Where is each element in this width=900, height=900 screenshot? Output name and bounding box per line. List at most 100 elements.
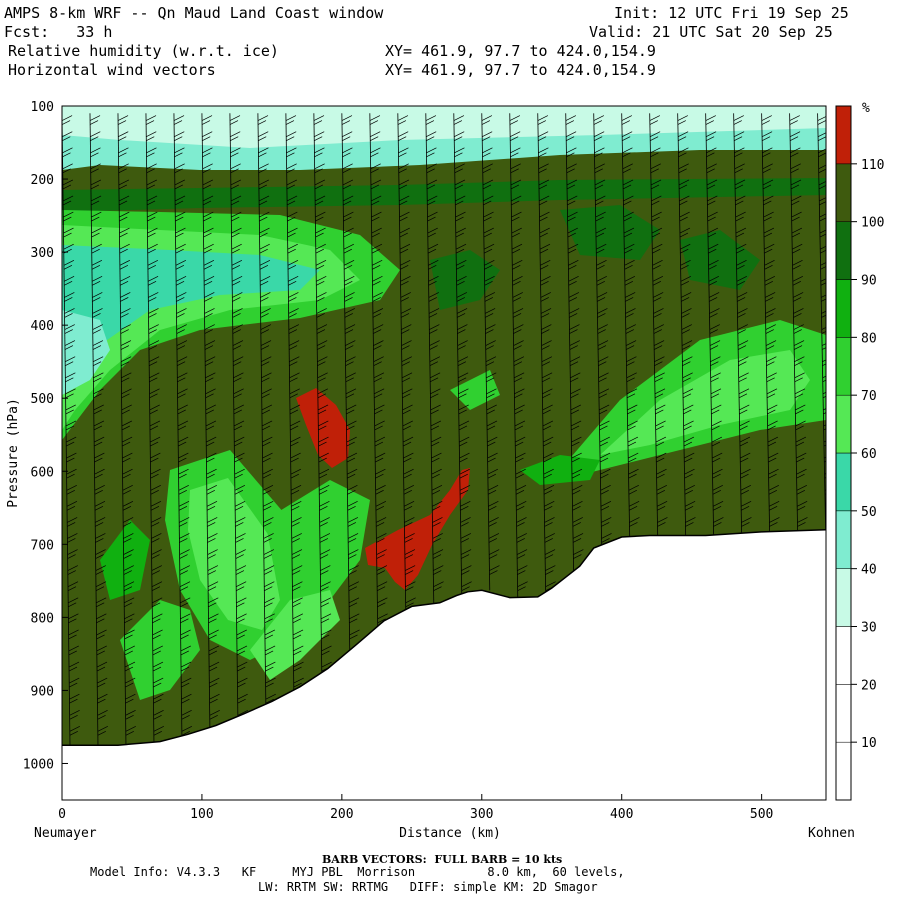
x-axis-title: Distance (km) bbox=[399, 826, 501, 841]
x-tick-label: 500 bbox=[750, 807, 773, 822]
colorbar-swatch bbox=[835, 626, 852, 685]
chart-title: AMPS 8-km WRF -- Qn Maud Land Coast wind… bbox=[4, 4, 384, 22]
colorbar-swatch bbox=[835, 510, 852, 569]
colorbar-swatch bbox=[835, 452, 852, 512]
rh-mid-band-1 bbox=[430, 250, 500, 310]
colorbar-label: 30 bbox=[861, 621, 877, 636]
wind-barb-column bbox=[145, 113, 164, 743]
cross-section-xy-2: XY= 461.9, 97.7 to 424.0,154.9 bbox=[385, 61, 656, 79]
y-tick-label: 500 bbox=[31, 392, 54, 407]
rh-mid-band-3 bbox=[680, 230, 760, 290]
wind-barb-column bbox=[285, 113, 304, 695]
rh-right-core bbox=[600, 350, 810, 455]
wind-barb-column bbox=[313, 113, 332, 678]
colorbar-swatch bbox=[835, 279, 852, 338]
wind-barb-column bbox=[789, 113, 808, 531]
wind-barb-column bbox=[565, 113, 584, 578]
terrain-surface-line bbox=[62, 528, 826, 746]
colorbar-swatch bbox=[835, 105, 852, 165]
colorbar-swatch bbox=[835, 684, 852, 743]
wind-barb-column bbox=[425, 113, 444, 605]
y-tick-label: 200 bbox=[31, 173, 54, 188]
rh-mid-band-2 bbox=[560, 205, 660, 260]
colorbar-label: 100 bbox=[861, 216, 884, 231]
rh-supersat-b bbox=[365, 468, 470, 590]
rh-plume-c bbox=[250, 590, 340, 680]
wind-barb-column bbox=[89, 113, 108, 746]
y-tick-label: 800 bbox=[31, 611, 54, 626]
model-info: Model Info: V4.3.3 KF MYJ PBL Morrison 8… bbox=[90, 865, 625, 879]
x-tick-label: 200 bbox=[330, 807, 353, 822]
rh-band-200 bbox=[62, 178, 826, 212]
x-tick-label: 100 bbox=[190, 807, 213, 822]
rh-upper-core bbox=[62, 106, 826, 148]
colorbar-label: 10 bbox=[861, 736, 877, 751]
wind-barb-column bbox=[201, 113, 220, 730]
y-tick-label: 400 bbox=[31, 319, 54, 334]
colorbar-label: 20 bbox=[861, 678, 877, 693]
rh-left-tongue-core bbox=[62, 245, 320, 380]
colorbar-swatch bbox=[835, 394, 852, 454]
rh-right-strip bbox=[520, 455, 600, 485]
x-tick-label: 400 bbox=[610, 807, 633, 822]
wind-barb-column bbox=[677, 113, 696, 536]
colorbar-swatch bbox=[835, 221, 852, 280]
cross-section-xy-1: XY= 461.9, 97.7 to 424.0,154.9 bbox=[385, 42, 656, 60]
wind-barb-column bbox=[705, 113, 724, 536]
x-tick-label: 0 bbox=[58, 807, 66, 822]
colorbar-swatch bbox=[835, 337, 852, 396]
rh-plume-e bbox=[100, 520, 150, 600]
rh-plume-a-core bbox=[188, 478, 280, 630]
colorbar-swatch bbox=[835, 163, 852, 222]
wind-barb-column bbox=[621, 113, 640, 538]
rh-right-small bbox=[450, 370, 500, 410]
x-start-label: Neumayer bbox=[34, 826, 97, 841]
wind-barb-column bbox=[229, 113, 249, 720]
wind-barb-column bbox=[733, 113, 752, 534]
y-axis-title: Pressure (hPa) bbox=[6, 398, 21, 508]
valid-time: Valid: 21 UTC Sat 20 Sep 25 bbox=[589, 23, 833, 41]
wind-barb-column bbox=[761, 113, 780, 532]
wind-barb-column bbox=[649, 113, 668, 536]
init-time: Init: 12 UTC Fri 19 Sep 25 bbox=[614, 4, 849, 22]
y-tick-label: 900 bbox=[31, 684, 54, 699]
colorbar-swatch bbox=[835, 568, 852, 627]
colorbar-unit: % bbox=[862, 101, 870, 116]
wind-barb-column bbox=[257, 113, 276, 708]
colorbar-label: 90 bbox=[861, 274, 877, 289]
colorbar-label: 50 bbox=[861, 505, 877, 520]
x-tick-label: 300 bbox=[470, 807, 493, 822]
y-tick-label: 600 bbox=[31, 465, 54, 480]
plot-frame bbox=[61, 105, 827, 801]
y-tick-label: 1000 bbox=[23, 757, 54, 772]
colorbar-label: 60 bbox=[861, 447, 877, 462]
wind-barb-column bbox=[453, 113, 472, 597]
wind-barb-column bbox=[397, 113, 416, 614]
colorbar-label: 70 bbox=[861, 389, 877, 404]
y-tick-label: 100 bbox=[31, 100, 54, 115]
rh-plume-d bbox=[120, 600, 200, 700]
wind-barb-column bbox=[117, 113, 136, 746]
y-tick-label: 300 bbox=[31, 246, 54, 261]
colorbar-swatch bbox=[835, 741, 852, 801]
wind-barb-column bbox=[817, 113, 826, 530]
field-name-rh: Relative humidity (w.r.t. ice) bbox=[8, 42, 279, 60]
x-end-label: Kohnen bbox=[808, 826, 855, 841]
wind-barb-column bbox=[593, 113, 612, 548]
colorbar-label: 80 bbox=[861, 331, 877, 346]
wind-barb-column bbox=[369, 113, 388, 634]
wind-barb-column bbox=[509, 113, 528, 598]
forecast-hour: Fcst: 33 h bbox=[4, 23, 113, 41]
terrain-mask bbox=[62, 529, 826, 800]
field-name-wind: Horizontal wind vectors bbox=[8, 61, 216, 79]
wind-barbs bbox=[62, 113, 826, 746]
barb-note: BARB VECTORS: FULL BARB = 10 kts bbox=[322, 853, 563, 866]
y-tick-label: 700 bbox=[31, 538, 54, 553]
physics-info: LW: RRTM SW: RRTMG DIFF: simple KM: 2D S… bbox=[258, 880, 598, 894]
wind-barb-column bbox=[481, 113, 500, 591]
colorbar-label: 110 bbox=[861, 158, 884, 173]
wind-barb-column bbox=[173, 113, 193, 738]
wind-barb-column bbox=[341, 113, 360, 657]
wind-barb-column bbox=[537, 113, 556, 597]
